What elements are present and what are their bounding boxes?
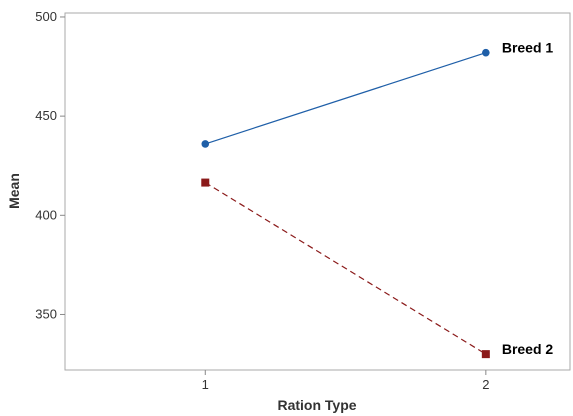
series-line (204, 182, 487, 355)
x-axis-title: Ration Type (277, 397, 356, 413)
data-point (481, 350, 490, 359)
y-tick-label: 350 (35, 306, 57, 321)
series-label: Breed 1 (502, 40, 554, 56)
plot-frame (64, 12, 571, 371)
y-tick-label: 400 (35, 207, 57, 222)
y-axis-title: Mean (6, 173, 22, 209)
series-1: Breed 1 (201, 40, 553, 148)
y-axis: 350 400 450 500 (35, 9, 65, 321)
data-point (201, 140, 210, 148)
series-layer: Breed 1 Breed 2 (201, 40, 554, 359)
series-2: Breed 2 (201, 178, 554, 359)
x-tick-label: 2 (482, 377, 489, 392)
y-tick-label: 450 (35, 108, 57, 123)
y-tick-label: 500 (35, 9, 57, 24)
data-point (201, 178, 210, 187)
x-tick-label: 1 (202, 377, 209, 392)
series-label: Breed 2 (502, 341, 554, 357)
series-line (205, 52, 487, 145)
data-point (482, 48, 490, 57)
